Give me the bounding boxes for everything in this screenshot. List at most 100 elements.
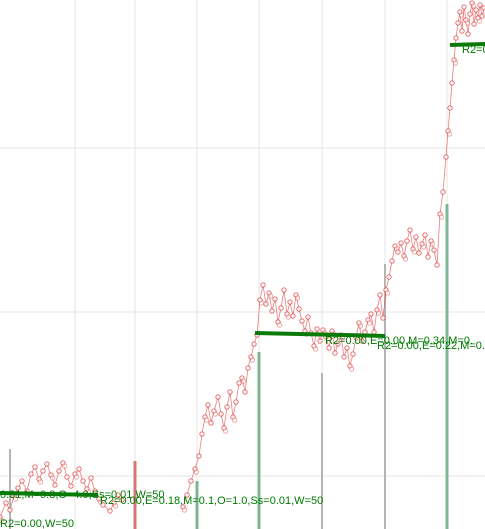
series-point <box>240 378 247 384</box>
series-point <box>28 471 34 477</box>
series-point <box>422 232 428 238</box>
fit-lines <box>0 42 485 497</box>
fit-line <box>449 42 485 47</box>
series-point <box>199 431 205 437</box>
series-point <box>420 244 427 250</box>
volume-bar <box>133 461 137 529</box>
series-point <box>357 323 364 329</box>
series-point <box>12 496 19 502</box>
fit-line <box>0 491 99 497</box>
series-point <box>285 314 292 320</box>
series-point <box>384 290 391 296</box>
volume-bar <box>445 204 449 529</box>
series-point <box>119 497 125 503</box>
volume-bar <box>257 352 261 529</box>
series-point <box>434 262 440 268</box>
series-point <box>115 492 121 498</box>
series-point <box>404 238 410 244</box>
series-point <box>461 4 467 10</box>
series-point <box>68 483 74 489</box>
series-point <box>40 468 46 474</box>
series-point <box>431 247 437 253</box>
series-point <box>402 256 409 262</box>
series-point <box>294 295 301 301</box>
series-point <box>305 314 311 320</box>
series-point <box>258 300 265 306</box>
series-point <box>3 500 9 506</box>
series-point <box>326 345 332 351</box>
series-point <box>64 474 70 480</box>
series-point <box>56 468 62 474</box>
series-point <box>7 507 13 513</box>
fit-annotation: R2=0. <box>462 44 485 56</box>
series-point <box>299 318 305 324</box>
series-point <box>473 7 479 13</box>
series-point <box>446 131 453 137</box>
series-point <box>380 315 386 321</box>
series-point <box>184 492 190 498</box>
series-point <box>455 20 461 26</box>
series-point <box>263 301 269 307</box>
series-point <box>188 478 194 484</box>
series-point <box>249 357 256 363</box>
series-point <box>375 310 382 316</box>
series-point <box>73 474 80 480</box>
series-point <box>371 329 377 335</box>
series-point <box>440 189 446 195</box>
volume-bars <box>9 204 449 529</box>
series-point <box>386 274 392 280</box>
series-point <box>196 453 202 459</box>
series-point <box>260 282 266 288</box>
series-point <box>15 485 21 491</box>
series-point <box>107 508 113 514</box>
series-point <box>429 241 436 247</box>
series-point <box>411 249 418 255</box>
series-point <box>245 365 251 371</box>
series-point <box>208 420 214 426</box>
series-point <box>348 366 355 372</box>
series-point <box>278 305 284 311</box>
fit-line <box>254 331 386 338</box>
series-point <box>377 292 383 298</box>
series-point <box>452 60 459 66</box>
series-point <box>350 351 356 357</box>
series-point <box>465 31 471 37</box>
series-point <box>88 475 94 481</box>
series-point <box>332 350 338 356</box>
series-point <box>44 461 50 467</box>
series-point <box>224 404 230 410</box>
series-point <box>413 234 419 240</box>
series-point <box>251 341 257 347</box>
series-line <box>0 2 485 518</box>
series-point <box>471 21 477 27</box>
series-point <box>416 250 422 256</box>
series-point <box>233 399 239 405</box>
series-point <box>443 154 449 160</box>
series-point <box>193 469 200 475</box>
series-point <box>52 482 58 488</box>
series-point <box>112 503 119 509</box>
series-point <box>61 463 68 469</box>
series-point <box>296 306 302 312</box>
series-point <box>459 28 465 34</box>
series-point <box>398 240 404 246</box>
series-point <box>19 478 25 484</box>
fit-annotations: 0.31,M=0.3,O=4.0,Ss=0.01,W=50R2=0.00,E=0… <box>0 44 485 529</box>
series-point <box>425 254 431 260</box>
series-point <box>314 326 320 332</box>
series-point <box>438 214 445 220</box>
series-point <box>205 402 211 408</box>
series-point <box>467 11 473 17</box>
series-point <box>76 466 82 472</box>
fit-annotation: R2=0.00,E=0.00,M=0.34,M=0. <box>325 335 473 347</box>
series-point <box>181 507 188 513</box>
series-point <box>464 20 471 26</box>
series-point <box>317 338 323 344</box>
series-point <box>458 12 465 18</box>
series-point <box>269 308 275 314</box>
series-point <box>100 502 106 508</box>
series-point <box>267 293 274 299</box>
series-point <box>312 346 319 352</box>
